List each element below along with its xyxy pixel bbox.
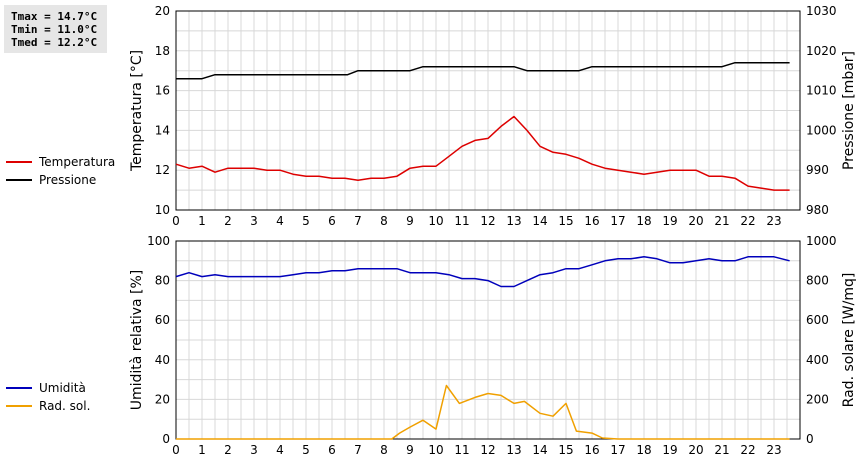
y2-tick-label: 1030	[806, 4, 837, 18]
x-tick-label: 9	[406, 443, 414, 457]
x-tick-label: 8	[380, 214, 388, 228]
y2-tick-label: 1000	[806, 234, 837, 248]
x-tick-label: 13	[506, 214, 521, 228]
x-tick-label: 23	[766, 214, 781, 228]
y-axis-title: Temperatura [°C]	[129, 50, 145, 172]
y2-tick-label: 1000	[806, 123, 837, 137]
plot-frame	[175, 10, 801, 211]
y-tick-label: 40	[155, 353, 170, 367]
x-tick-label: 3	[250, 443, 258, 457]
y2-axis-title: Rad. solare [W/mq]	[841, 273, 857, 408]
x-tick-label: 14	[532, 443, 547, 457]
x-tick-label: 23	[766, 443, 781, 457]
y-tick-label: 20	[155, 392, 170, 406]
x-tick-label: 15	[558, 214, 573, 228]
x-tick-label: 10	[428, 443, 443, 457]
x-tick-label: 19	[662, 443, 677, 457]
x-tick-label: 6	[328, 443, 336, 457]
x-tick-label: 2	[224, 443, 232, 457]
x-tick-label: 2	[224, 214, 232, 228]
y2-tick-label: 600	[806, 313, 829, 327]
x-tick-label: 22	[740, 443, 755, 457]
y2-tick-label: 1010	[806, 84, 837, 98]
x-tick-label: 15	[558, 443, 573, 457]
x-tick-label: 11	[454, 443, 469, 457]
x-tick-label: 1	[198, 443, 206, 457]
y2-tick-label: 200	[806, 392, 829, 406]
y-tick-label: 0	[162, 432, 170, 446]
series-line-umidit	[175, 256, 790, 288]
x-tick-label: 4	[276, 443, 284, 457]
legend-label: Umidità	[39, 381, 86, 395]
tmed-text: Tmed = 12.2°C	[11, 36, 98, 49]
y2-tick-label: 800	[806, 274, 829, 288]
series-line-temperatura	[175, 115, 790, 191]
legend-label: Pressione	[39, 173, 96, 187]
y2-tick-label: 1020	[806, 44, 837, 58]
plot-frame	[175, 240, 801, 440]
y2-tick-label: 990	[806, 163, 829, 177]
x-tick-label: 16	[584, 443, 599, 457]
x-tick-label: 18	[636, 443, 651, 457]
x-tick-label: 7	[354, 214, 362, 228]
x-tick-label: 3	[250, 214, 258, 228]
legend-label: Rad. sol.	[39, 399, 90, 413]
y-tick-label: 14	[155, 123, 170, 137]
x-tick-label: 8	[380, 443, 388, 457]
y2-axis-title: Pressione [mbar]	[841, 51, 857, 170]
series-line-pressione	[176, 61, 790, 80]
y-tick-label: 100	[147, 234, 170, 248]
y-tick-label: 12	[155, 163, 170, 177]
y2-tick-label: 980	[806, 203, 829, 217]
series-line-rad-sol	[176, 384, 790, 440]
x-tick-label: 5	[302, 443, 310, 457]
x-tick-label: 1	[198, 214, 206, 228]
x-tick-label: 10	[428, 214, 443, 228]
stats-box: Tmax = 14.7°C Tmin = 11.0°C Tmed = 12.2°…	[4, 5, 107, 53]
x-tick-label: 6	[328, 214, 336, 228]
y2-tick-label: 0	[806, 432, 814, 446]
x-tick-label: 0	[172, 443, 180, 457]
legend-label: Temperatura	[38, 155, 115, 169]
y-axis-title: Umidità relativa [%]	[129, 270, 145, 411]
x-tick-label: 5	[302, 214, 310, 228]
x-tick-label: 17	[610, 214, 625, 228]
x-tick-label: 11	[454, 214, 469, 228]
x-tick-label: 16	[584, 214, 599, 228]
y-tick-label: 20	[155, 4, 170, 18]
x-tick-label: 13	[506, 443, 521, 457]
y-tick-label: 18	[155, 44, 170, 58]
x-tick-label: 17	[610, 443, 625, 457]
x-tick-label: 12	[480, 443, 495, 457]
x-tick-label: 9	[406, 214, 414, 228]
tmin-text: Tmin = 11.0°C	[11, 23, 98, 36]
x-tick-label: 20	[688, 214, 703, 228]
x-tick-label: 18	[636, 214, 651, 228]
y-tick-label: 10	[155, 203, 170, 217]
x-tick-label: 12	[480, 214, 495, 228]
x-tick-label: 20	[688, 443, 703, 457]
x-tick-label: 22	[740, 214, 755, 228]
y-tick-label: 60	[155, 313, 170, 327]
x-tick-label: 7	[354, 443, 362, 457]
x-tick-label: 4	[276, 214, 284, 228]
tmax-text: Tmax = 14.7°C	[11, 10, 98, 23]
x-tick-label: 21	[714, 443, 729, 457]
x-tick-label: 21	[714, 214, 729, 228]
x-tick-label: 19	[662, 214, 677, 228]
y-tick-label: 80	[155, 274, 170, 288]
y-tick-label: 16	[155, 84, 170, 98]
y2-tick-label: 400	[806, 353, 829, 367]
x-tick-label: 0	[172, 214, 180, 228]
x-tick-label: 14	[532, 214, 547, 228]
